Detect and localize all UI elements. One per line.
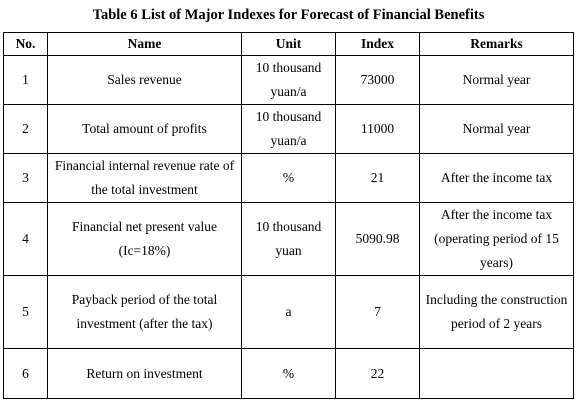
cell-unit: 10 thousand yuan/a bbox=[241, 104, 336, 154]
header-unit: Unit bbox=[241, 32, 336, 56]
cell-unit: a bbox=[241, 275, 336, 349]
cell-no: 1 bbox=[3, 55, 48, 105]
header-row: No. Name Unit Index Remarks bbox=[3, 32, 574, 56]
header-no: No. bbox=[3, 32, 48, 56]
cell-remarks: After the income tax bbox=[419, 153, 574, 203]
cell-name: Sales revenue bbox=[47, 55, 242, 105]
cell-no: 6 bbox=[3, 348, 48, 399]
cell-index: 22 bbox=[335, 348, 420, 399]
header-name: Name bbox=[47, 32, 242, 56]
cell-no: 4 bbox=[3, 202, 48, 276]
cell-unit: % bbox=[241, 348, 336, 399]
cell-name: Financial internal revenue rate of the t… bbox=[47, 153, 242, 203]
cell-remarks: Including the construction period of 2 y… bbox=[419, 275, 574, 349]
header-index: Index bbox=[335, 32, 420, 56]
cell-remarks: After the income tax (operating period o… bbox=[419, 202, 574, 276]
table-row: 6 Return on investment % 22 bbox=[3, 348, 574, 399]
header-remarks: Remarks bbox=[419, 32, 574, 56]
table-row: 1 Sales revenue 10 thousand yuan/a 73000… bbox=[3, 55, 574, 105]
cell-no: 3 bbox=[3, 153, 48, 203]
cell-index: 73000 bbox=[335, 55, 420, 105]
cell-remarks bbox=[419, 348, 574, 399]
cell-unit: 10 thousand yuan bbox=[241, 202, 336, 276]
cell-index: 5090.98 bbox=[335, 202, 420, 276]
cell-index: 7 bbox=[335, 275, 420, 349]
cell-unit: 10 thousand yuan/a bbox=[241, 55, 336, 105]
cell-no: 2 bbox=[3, 104, 48, 154]
financial-indexes-table: No. Name Unit Index Remarks 1 Sales reve… bbox=[3, 32, 574, 399]
cell-remarks: Normal year bbox=[419, 104, 574, 154]
table-row: 4 Financial net present value (Ic=18%) 1… bbox=[3, 202, 574, 276]
cell-name: Total amount of profits bbox=[47, 104, 242, 154]
table-caption: Table 6 List of Major Indexes for Foreca… bbox=[92, 7, 485, 23]
table-row: 5 Payback period of the total investment… bbox=[3, 275, 574, 349]
table-row: 2 Total amount of profits 10 thousand yu… bbox=[3, 104, 574, 154]
cell-name: Payback period of the total investment (… bbox=[47, 275, 242, 349]
cell-remarks: Normal year bbox=[419, 55, 574, 105]
cell-index: 21 bbox=[335, 153, 420, 203]
cell-index: 11000 bbox=[335, 104, 420, 154]
cell-no: 5 bbox=[3, 275, 48, 349]
table-row: 3 Financial internal revenue rate of the… bbox=[3, 153, 574, 203]
cell-name: Financial net present value (Ic=18%) bbox=[47, 202, 242, 276]
cell-unit: % bbox=[241, 153, 336, 203]
cell-name: Return on investment bbox=[47, 348, 242, 399]
